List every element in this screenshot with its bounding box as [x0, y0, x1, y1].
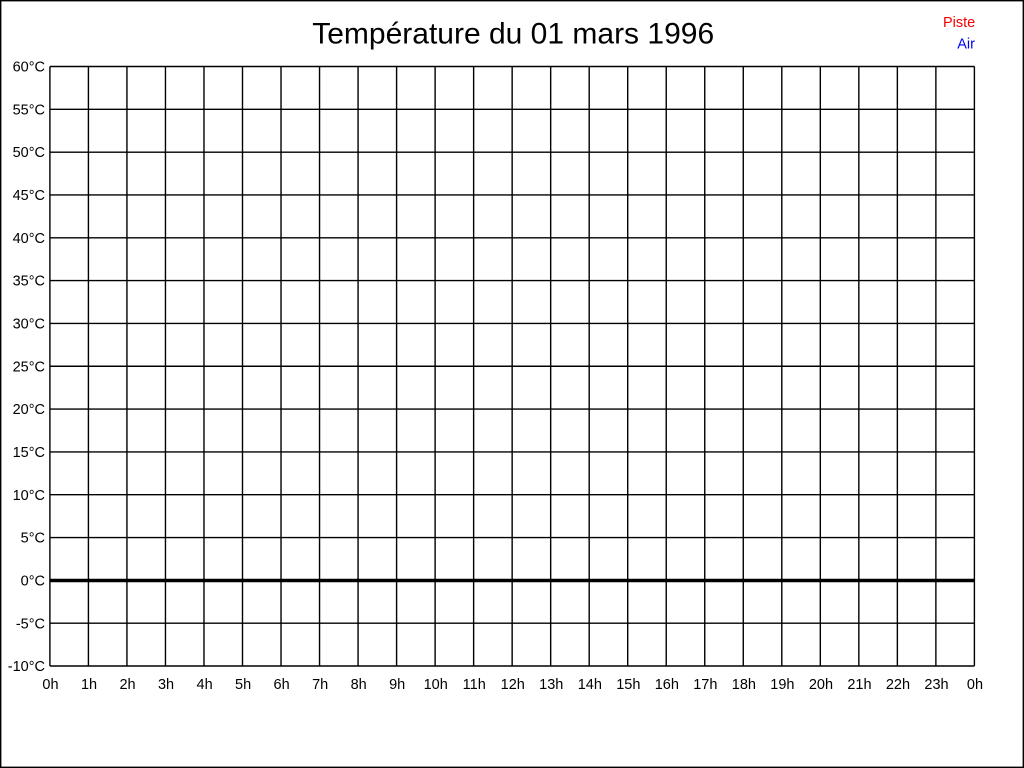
svg-text:15°C: 15°C: [13, 445, 45, 461]
svg-text:50°C: 50°C: [13, 145, 45, 161]
svg-text:2h: 2h: [119, 677, 135, 693]
svg-text:-10°C: -10°C: [8, 659, 45, 675]
svg-text:18h: 18h: [732, 677, 756, 693]
svg-text:10°C: 10°C: [13, 488, 45, 504]
svg-text:20h: 20h: [809, 677, 833, 693]
svg-text:1h: 1h: [81, 677, 97, 693]
svg-text:40°C: 40°C: [13, 231, 45, 247]
svg-text:23h: 23h: [924, 677, 948, 693]
svg-text:0h: 0h: [42, 677, 58, 693]
svg-text:22h: 22h: [886, 677, 910, 693]
svg-text:8h: 8h: [351, 677, 367, 693]
svg-text:0°C: 0°C: [21, 573, 45, 589]
svg-text:21h: 21h: [847, 677, 871, 693]
svg-text:10h: 10h: [424, 677, 448, 693]
svg-text:60°C: 60°C: [13, 60, 45, 76]
svg-text:0h: 0h: [967, 677, 983, 693]
svg-text:14h: 14h: [578, 677, 602, 693]
svg-text:7h: 7h: [312, 677, 328, 693]
svg-text:25°C: 25°C: [13, 359, 45, 375]
svg-text:13h: 13h: [539, 677, 563, 693]
svg-text:11h: 11h: [463, 677, 486, 693]
svg-text:35°C: 35°C: [13, 274, 45, 290]
svg-text:Piste: Piste: [943, 15, 975, 31]
svg-text:9h: 9h: [389, 677, 405, 693]
svg-text:45°C: 45°C: [13, 188, 45, 204]
svg-text:3h: 3h: [158, 677, 174, 693]
svg-text:-5°C: -5°C: [16, 616, 45, 632]
svg-text:17h: 17h: [693, 677, 717, 693]
svg-text:19h: 19h: [770, 677, 794, 693]
svg-text:5h: 5h: [235, 677, 251, 693]
svg-text:6h: 6h: [274, 677, 290, 693]
svg-text:12h: 12h: [501, 677, 525, 693]
svg-text:30°C: 30°C: [13, 317, 45, 333]
svg-text:Air: Air: [957, 37, 975, 53]
svg-text:16h: 16h: [655, 677, 679, 693]
svg-text:5°C: 5°C: [21, 531, 45, 547]
svg-text:Température du 01 mars 1996: Température du 01 mars 1996: [312, 18, 714, 51]
svg-text:15h: 15h: [616, 677, 640, 693]
svg-text:55°C: 55°C: [13, 102, 45, 118]
svg-text:4h: 4h: [197, 677, 213, 693]
svg-text:20°C: 20°C: [13, 402, 45, 418]
